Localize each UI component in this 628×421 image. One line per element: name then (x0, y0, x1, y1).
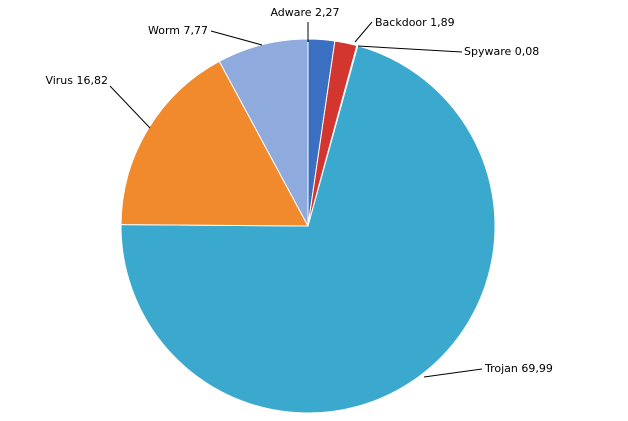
slice-virus (120, 60, 309, 227)
leader-trojan (423, 368, 483, 378)
leader-backdoor (354, 21, 373, 43)
label-virus: Virus 16,82 (45, 74, 108, 87)
label-spyware: Spyware 0,08 (464, 45, 539, 58)
label-backdoor: Backdoor 1,89 (375, 16, 455, 29)
leader-lines (109, 21, 483, 378)
pie-slices (120, 38, 496, 414)
leader-worm (210, 30, 263, 46)
leader-virus (109, 85, 151, 129)
data-labels: Adware 2,27 Backdoor 1,89 Spyware 0,08 Troj… (45, 6, 552, 375)
label-worm: Worm 7,77 (148, 24, 208, 37)
leader-spyware (357, 45, 463, 53)
slice-trojan (120, 45, 496, 414)
slice-worm (218, 38, 309, 227)
label-adware: Adware 2,27 (270, 6, 339, 19)
label-trojan: Trojan 69,99 (484, 362, 553, 375)
